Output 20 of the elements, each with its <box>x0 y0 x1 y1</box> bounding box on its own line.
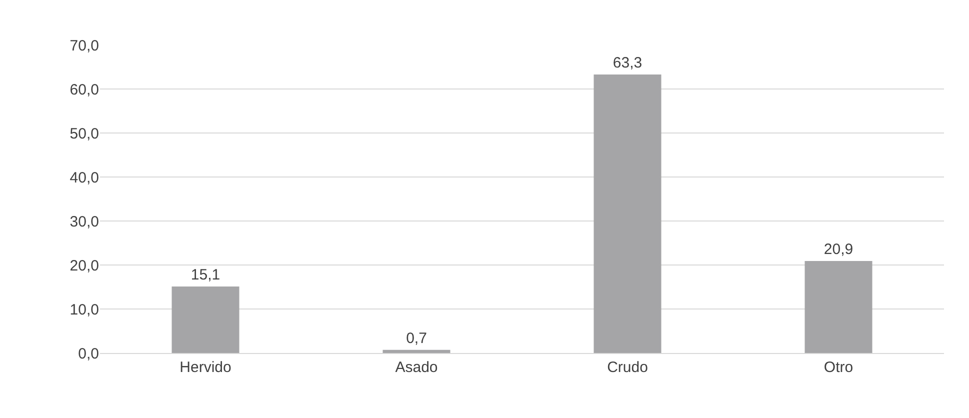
bar <box>382 350 450 353</box>
x-tick-label: Asado <box>395 359 438 376</box>
bar <box>172 286 240 353</box>
y-tick-label: 40,0 <box>70 169 99 186</box>
data-label: 15,1 <box>190 266 220 284</box>
data-label: 20,9 <box>824 241 854 258</box>
data-label: 0,7 <box>406 330 427 347</box>
y-tick-label: 60,0 <box>70 81 99 98</box>
x-tick-label: Otro <box>824 359 854 376</box>
y-tick-label: 0,0 <box>78 345 99 362</box>
y-tick-label: 50,0 <box>70 125 99 142</box>
bar <box>804 261 872 353</box>
data-label: 63,3 <box>612 54 642 72</box>
x-tick-label: Crudo <box>607 359 648 376</box>
bar <box>594 74 662 353</box>
y-tick-label: 30,0 <box>70 213 99 230</box>
y-tick-label: 20,0 <box>70 257 99 274</box>
x-tick-label: Hervido <box>180 359 232 376</box>
y-tick-label: 70,0 <box>70 37 99 54</box>
y-tick-label: 10,0 <box>70 301 99 318</box>
